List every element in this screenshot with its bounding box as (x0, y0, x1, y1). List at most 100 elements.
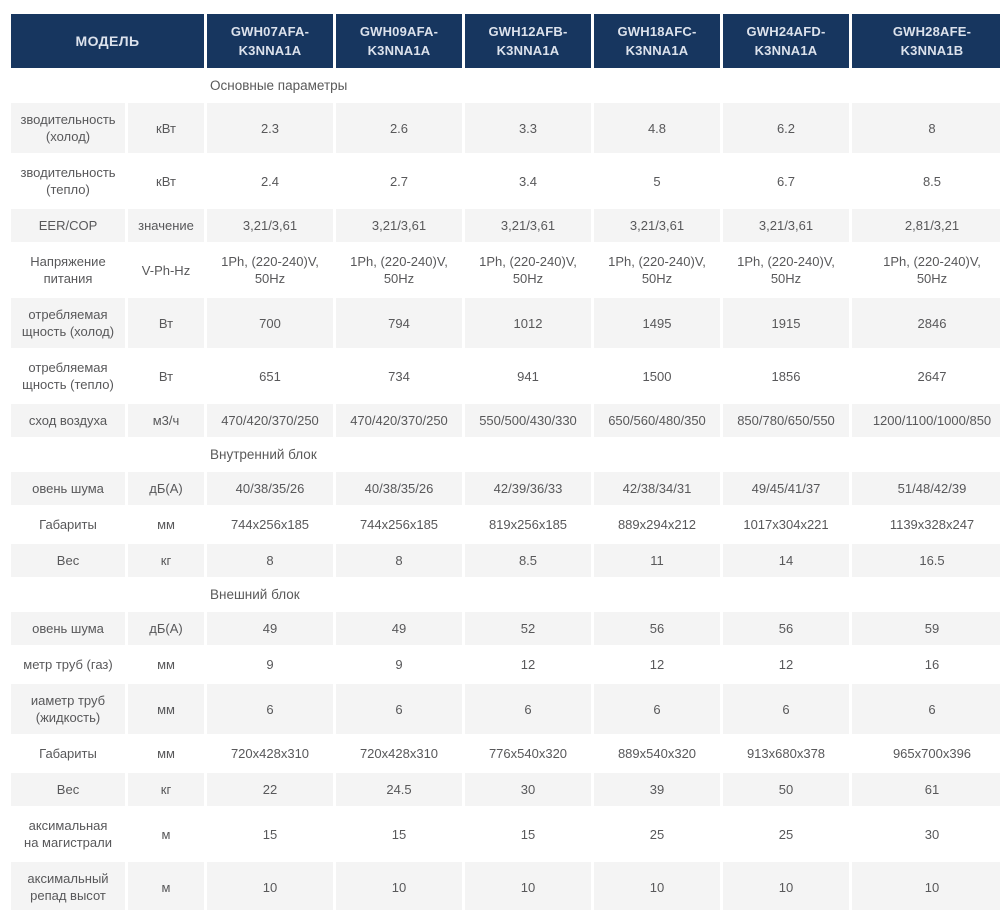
value-cell: 42/38/34/31 (594, 472, 720, 505)
value-cell: 965x700x396 (852, 737, 1000, 770)
value-cell: 12 (594, 648, 720, 681)
value-cell: 2,81/3,21 (852, 209, 1000, 242)
value-cell: 819x256x185 (465, 508, 591, 541)
unit-cell: V-Ph-Hz (128, 245, 204, 295)
value-cell: 889x540x320 (594, 737, 720, 770)
param-name-cell: Вес (11, 773, 125, 806)
unit-cell: значение (128, 209, 204, 242)
value-cell: 3.4 (465, 156, 591, 206)
value-cell: 3,21/3,61 (207, 209, 333, 242)
section-title: Основные параметры (11, 71, 1000, 100)
unit-cell: дБ(А) (128, 472, 204, 505)
value-cell: 1Ph, (220-240)V, 50Hz (594, 245, 720, 295)
value-cell: 52 (465, 612, 591, 645)
table-row: овень шума дБ(А) 49 49 52 56 56 59 (11, 612, 1000, 645)
value-cell: 2.6 (336, 103, 462, 153)
table-row: зводительность (холод) кВт 2.3 2.6 3.3 4.8 6.2… (11, 103, 1000, 153)
value-cell: 49/45/41/37 (723, 472, 849, 505)
value-cell: 11 (594, 544, 720, 577)
value-cell: 850/780/650/550 (723, 404, 849, 437)
value-cell: 794 (336, 298, 462, 348)
value-cell: 5 (594, 156, 720, 206)
value-cell: 2846 (852, 298, 1000, 348)
param-name-cell: Вес (11, 544, 125, 577)
value-cell: 720x428x310 (207, 737, 333, 770)
value-cell: 2647 (852, 351, 1000, 401)
value-cell: 2.4 (207, 156, 333, 206)
param-name-cell: отребляемая щность (холод) (11, 298, 125, 348)
param-name-cell: сход воздуха (11, 404, 125, 437)
table-row: Вес кг 22 24.5 30 39 50 61 (11, 773, 1000, 806)
header-row: МОДЕЛЬ GWH07AFA- K3NNA1A GWH09AFA- K3NNA1A… (11, 14, 1000, 68)
table-row: Напряжение питания V-Ph-Hz 1Ph, (220-240)V… (11, 245, 1000, 295)
model-column-header: МОДЕЛЬ (11, 14, 204, 68)
unit-cell: Вт (128, 298, 204, 348)
param-name-cell: зводительность (холод) (11, 103, 125, 153)
value-cell: 49 (207, 612, 333, 645)
model-header-cell: GWH28AFE- K3NNA1B (852, 14, 1000, 68)
param-name-cell: овень шума (11, 472, 125, 505)
value-cell: 14 (723, 544, 849, 577)
value-cell: 56 (594, 612, 720, 645)
table-row: отребляемая щность (тепло) Вт 651 734 941 150… (11, 351, 1000, 401)
value-cell: 61 (852, 773, 1000, 806)
unit-cell: кг (128, 544, 204, 577)
value-cell: 8.5 (852, 156, 1000, 206)
unit-cell: м (128, 862, 204, 910)
value-cell: 15 (465, 809, 591, 859)
table-row: сход воздуха м3/ч 470/420/370/250 470/420/3… (11, 404, 1000, 437)
value-cell: 1856 (723, 351, 849, 401)
section-row: Основные параметры (11, 71, 1000, 100)
value-cell: 6 (594, 684, 720, 734)
value-cell: 9 (336, 648, 462, 681)
model-header-cell: GWH09AFA- K3NNA1A (336, 14, 462, 68)
unit-cell: м3/ч (128, 404, 204, 437)
value-cell: 9 (207, 648, 333, 681)
unit-cell: мм (128, 508, 204, 541)
section-row: Внутренний блок (11, 440, 1000, 469)
value-cell: 56 (723, 612, 849, 645)
value-cell: 3,21/3,61 (594, 209, 720, 242)
value-cell: 8.5 (465, 544, 591, 577)
value-cell: 6 (465, 684, 591, 734)
value-cell: 10 (336, 862, 462, 910)
table-row: Вес кг 8 8 8.5 11 14 16.5 (11, 544, 1000, 577)
value-cell: 650/560/480/350 (594, 404, 720, 437)
value-cell: 30 (465, 773, 591, 806)
unit-cell: м (128, 809, 204, 859)
param-name-cell: отребляемая щность (тепло) (11, 351, 125, 401)
value-cell: 24.5 (336, 773, 462, 806)
unit-cell: Вт (128, 351, 204, 401)
value-cell: 776x540x320 (465, 737, 591, 770)
value-cell: 6 (336, 684, 462, 734)
value-cell: 1017x304x221 (723, 508, 849, 541)
param-name-cell: овень шума (11, 612, 125, 645)
value-cell: 470/420/370/250 (207, 404, 333, 437)
value-cell: 10 (207, 862, 333, 910)
value-cell: 2.7 (336, 156, 462, 206)
value-cell: 1Ph, (220-240)V, 50Hz (723, 245, 849, 295)
section-row: Внешний блок (11, 580, 1000, 609)
value-cell: 6 (852, 684, 1000, 734)
unit-cell: мм (128, 648, 204, 681)
param-name-cell: зводительность (тепло) (11, 156, 125, 206)
value-cell: 1Ph, (220-240)V, 50Hz (852, 245, 1000, 295)
value-cell: 50 (723, 773, 849, 806)
section-title: Внешний блок (11, 580, 1000, 609)
param-name-cell: Напряжение питания (11, 245, 125, 295)
value-cell: 59 (852, 612, 1000, 645)
spec-table-container: МОДЕЛЬ GWH07AFA- K3NNA1A GWH09AFA- K3NNA1A… (8, 11, 1000, 910)
value-cell: 39 (594, 773, 720, 806)
value-cell: 3,21/3,61 (465, 209, 591, 242)
value-cell: 15 (207, 809, 333, 859)
table-row: EER/COP значение 3,21/3,61 3,21/3,61 3,21/3,… (11, 209, 1000, 242)
table-row: метр труб (газ) мм 9 9 12 12 12 16 (11, 648, 1000, 681)
value-cell: 1Ph, (220-240)V, 50Hz (336, 245, 462, 295)
value-cell: 51/48/42/39 (852, 472, 1000, 505)
value-cell: 1Ph, (220-240)V, 50Hz (465, 245, 591, 295)
unit-cell: мм (128, 737, 204, 770)
unit-cell: мм (128, 684, 204, 734)
value-cell: 16.5 (852, 544, 1000, 577)
value-cell: 744x256x185 (336, 508, 462, 541)
value-cell: 42/39/36/33 (465, 472, 591, 505)
